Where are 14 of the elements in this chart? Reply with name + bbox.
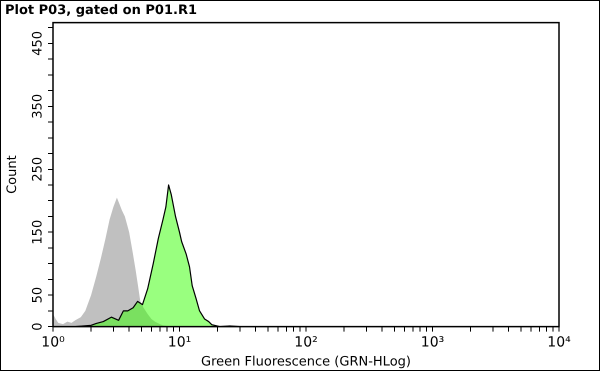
x-tick-label: 10⁰ (41, 334, 66, 351)
y-axis-title: Count (5, 155, 20, 194)
x-tick-label: 10³ (420, 334, 444, 351)
y-tick-label: 450 (30, 30, 46, 56)
x-tick-label: 10¹ (168, 334, 192, 351)
y-tick-label: 250 (30, 156, 46, 182)
x-tick-label: 10⁴ (547, 334, 572, 351)
x-axis-title: Green Fluorescence (GRN-HLog) (201, 354, 411, 370)
y-tick-label: 0 (30, 322, 46, 331)
x-tick-label: 10² (294, 334, 318, 351)
y-tick-label: 50 (30, 286, 46, 304)
y-tick-label: 350 (30, 94, 46, 119)
y-tick-label: 150 (30, 220, 46, 245)
chart-title: Plot P03, gated on P01.R1 (5, 3, 198, 18)
